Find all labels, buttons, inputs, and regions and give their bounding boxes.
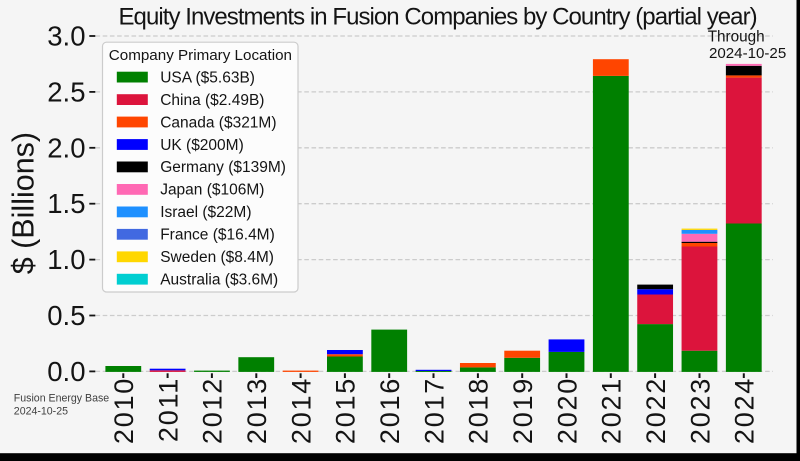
- svg-text:Fusion Energy Base: Fusion Energy Base: [14, 393, 110, 405]
- svg-text:Australia ($3.6M): Australia ($3.6M): [160, 272, 278, 289]
- svg-text:France ($16.4M): France ($16.4M): [160, 227, 275, 244]
- svg-text:2024-10-25: 2024-10-25: [709, 45, 786, 62]
- svg-text:2022: 2022: [641, 377, 671, 444]
- svg-text:2013: 2013: [242, 377, 272, 444]
- svg-text:2016: 2016: [375, 377, 405, 444]
- svg-text:China ($2.49B): China ($2.49B): [160, 92, 264, 109]
- svg-text:3.0: 3.0: [47, 21, 85, 52]
- svg-text:2020: 2020: [552, 377, 582, 444]
- svg-text:Israel ($22M): Israel ($22M): [160, 204, 251, 221]
- svg-text:1.5: 1.5: [47, 188, 85, 219]
- svg-text:Equity Investments in Fusion C: Equity Investments in Fusion Companies b…: [119, 4, 757, 31]
- svg-text:1.0: 1.0: [47, 244, 85, 275]
- svg-text:Germany ($139M): Germany ($139M): [160, 159, 286, 176]
- svg-text:2023: 2023: [685, 377, 715, 444]
- svg-text:2014: 2014: [286, 377, 316, 444]
- svg-text:2011: 2011: [153, 377, 183, 442]
- svg-text:2.0: 2.0: [47, 132, 85, 163]
- svg-text:2017: 2017: [419, 377, 449, 444]
- svg-text:Japan ($106M): Japan ($106M): [160, 182, 264, 199]
- svg-text:UK ($200M): UK ($200M): [160, 137, 244, 154]
- svg-text:$ (Billions): $ (Billions): [7, 132, 41, 274]
- svg-text:2012: 2012: [198, 377, 228, 444]
- svg-text:Sweden ($8.4M): Sweden ($8.4M): [160, 249, 274, 266]
- svg-text:2024: 2024: [730, 377, 760, 444]
- svg-text:2024-10-25: 2024-10-25: [14, 405, 68, 417]
- svg-text:2.5: 2.5: [47, 76, 85, 107]
- svg-text:2019: 2019: [508, 377, 538, 444]
- svg-text:0.0: 0.0: [47, 356, 85, 387]
- svg-text:Canada ($321M): Canada ($321M): [160, 114, 276, 131]
- svg-text:USA ($5.63B): USA ($5.63B): [160, 69, 255, 86]
- svg-text:Company Primary Location: Company Primary Location: [109, 47, 292, 64]
- svg-text:0.5: 0.5: [47, 300, 85, 331]
- svg-text:2010: 2010: [109, 377, 139, 444]
- svg-text:Through: Through: [708, 28, 765, 45]
- svg-text:2018: 2018: [464, 377, 494, 444]
- svg-text:2015: 2015: [331, 377, 361, 444]
- svg-text:2021: 2021: [597, 377, 627, 444]
